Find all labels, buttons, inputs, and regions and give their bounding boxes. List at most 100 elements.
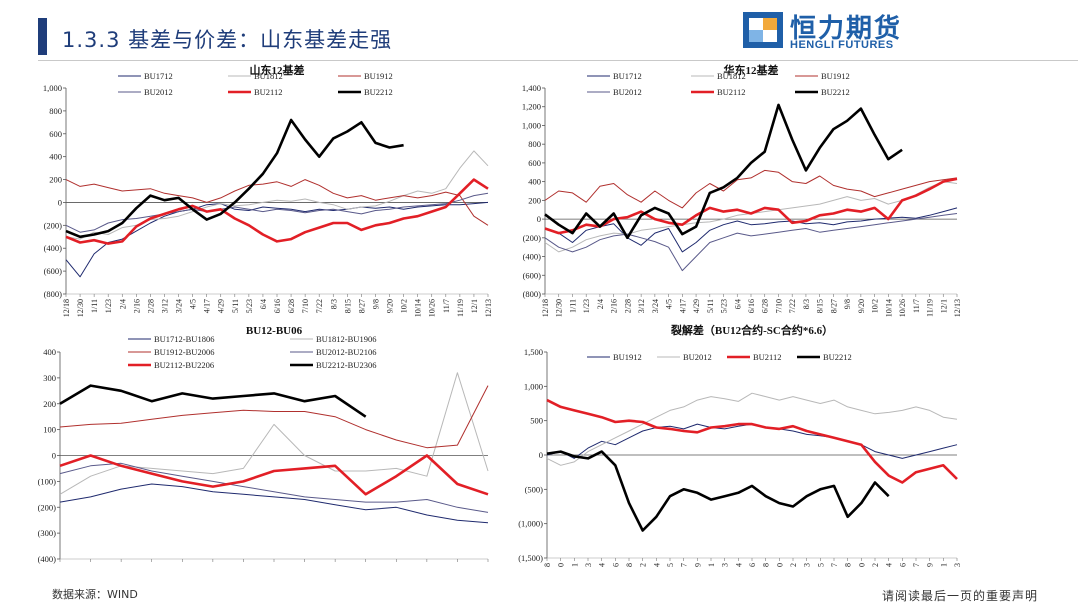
series-line-bu1812 [65,150,489,240]
y-tick-label: 400 [49,152,62,162]
series-line-bu1912 [65,179,489,226]
series-line-bu2112 [546,398,958,484]
legend-item: BU2112-BU2206 [128,360,214,370]
y-tick-label: 1,000 [43,83,62,93]
x-tick-label: 3/24 [651,299,660,313]
y-tick-label: 0 [537,214,541,224]
legend-item: BU1712 [587,71,642,81]
x-tick-label: 2/4 [118,299,127,309]
x-tick-label: 4/5 [665,299,674,309]
y-tick-label: 600 [49,129,62,139]
chart-title: 华东12基差 [724,63,779,77]
chart-title: 裂解差（BU12合约-SC合约*6.6） [670,323,833,337]
header-divider [38,60,1078,61]
x-tick-label: 5/11 [706,299,715,313]
legend-label: BU1912 [364,71,393,81]
series-line-bu1812 [544,181,958,253]
legend-item: BU2212 [338,87,393,97]
series-line-bu1712 [65,201,489,278]
series-line-bu1812-bu1906 [59,372,489,495]
c3-svg: BU12-BU06 BU1712-BU1806 BU1812-BU1906 BU191… [38,325,496,567]
x-tick-label: 1/11 [570,563,579,567]
legend-label: BU2212 [364,87,393,97]
legend-label: BU1812 [717,71,746,81]
chart-shandong-basis: 山东12基差 BU1712 BU1812 BU1912 BU2012 BU2112 BU22… [26,62,496,320]
x-tick-label: 11/21 [448,565,467,567]
chart-crack-spread: 裂解差（BU12合约-SC合约*6.6） BU1912 BU2012 BU2112 BU… [505,322,965,567]
legend-item: BU1912-BU2006 [128,347,214,357]
x-tick-label: 12/30 [557,563,566,567]
x-tick-label: 12/1 [939,299,948,313]
legend-label: BU1812-BU1906 [316,334,376,344]
x-tick-label: 11/7 [442,299,451,313]
legend-label: BU2112-BU2206 [154,360,214,370]
x-tick-label: 7/22 [788,299,797,313]
x-tick-label: 8/5 [177,565,188,567]
hengli-logo-icon [743,12,783,48]
legend-label: BU2212-BU2306 [316,360,376,370]
legend-label: BU1912 [821,71,850,81]
y-tick-label: 100 [43,425,56,435]
x-tick-label: 8/27 [357,299,366,313]
x-tick-label: 12/18 [541,299,550,317]
y-tick-label: 200 [49,175,62,185]
x-tick-label: 7/22 [789,563,798,567]
x-tick-label: 12/3 [480,565,495,567]
y-tick-label: 1,000 [522,120,541,130]
legend-label: BU1812 [254,71,283,81]
y-tick-label: (200) [44,220,63,230]
x-tick-label: 2/16 [132,299,141,313]
x-tick-label: 6/28 [762,563,771,567]
x-tick-label: 6/16 [273,299,282,313]
legend-label: BU2012 [144,87,173,97]
legend-label: BU1912 [613,352,642,362]
x-tick-label: 3/12 [639,563,648,567]
legend-label: BU1712 [613,71,642,81]
x-tick-label: 2/28 [146,299,155,313]
x-tick-label: 10/4 [328,565,344,567]
y-tick-label: 300 [43,373,56,383]
chart-bu12-bu06-spread: BU12-BU06 BU1712-BU1806 BU1812-BU1906 BU191… [26,322,496,567]
legend-label: BU2012 [683,352,712,362]
x-tick-label: 9/20 [857,299,866,313]
x-tick-label: 10/2 [400,299,409,313]
legend-item: BU1812-BU1906 [290,334,376,344]
y-tick-label: 1,000 [524,381,543,391]
x-tick-label: 11/9 [419,565,434,567]
legend-item: BU2112 [228,87,283,97]
y-tick-label: 0 [539,450,543,460]
legend-item: BU1712 [118,71,173,81]
x-tick-label: 6/30 [83,565,98,567]
x-tick-label: 10/16 [356,565,375,567]
y-tick-label: (500) [525,484,544,494]
x-tick-label: 7/22 [315,299,324,313]
x-tick-label: 2/16 [610,299,619,313]
x-tick-label: 11/7 [912,299,921,313]
y-tick-label: (600) [523,270,542,280]
x-tick-label: 10/28 [387,565,406,567]
x-tick-label: 4/5 [189,299,198,309]
c4-svg: 裂解差（BU12合约-SC合约*6.6） BU1912 BU2012 BU2112 BU… [518,323,962,567]
y-tick-label: 500 [530,416,543,426]
x-tick-label: 8/29 [236,565,251,567]
x-tick-label: 8/27 [829,299,838,313]
legend-label: BU2112 [254,87,283,97]
series-line-bu2212 [546,450,890,532]
legend-label: BU1712-BU1806 [154,334,214,344]
x-tick-label: 9/10 [266,565,281,567]
x-tick-label: 9/8 [371,299,380,309]
x-tick-label: 4/17 [678,299,687,313]
x-tick-label: 5/23 [245,299,254,313]
x-tick-label: 9/8 [843,299,852,309]
series-line-bu2212 [65,118,404,239]
page-title: 1.3.3 基差与价差：山东基差走强 [62,28,393,52]
x-tick-label: 6/4 [259,299,268,309]
x-tick-label: 1/23 [104,299,113,313]
x-tick-label: 10/2 [871,299,880,313]
series-line-bu2212 [544,103,903,240]
chart-huadong-basis: 华东12基差 BU1712 BU1812 BU1912 BU2012 BU2112 BU22… [505,62,965,320]
x-tick-label: 10/14 [885,563,894,567]
series-line-bu2012 [544,213,958,272]
x-tick-label: 12/18 [62,299,71,317]
legend-item: BU1812 [228,71,283,81]
